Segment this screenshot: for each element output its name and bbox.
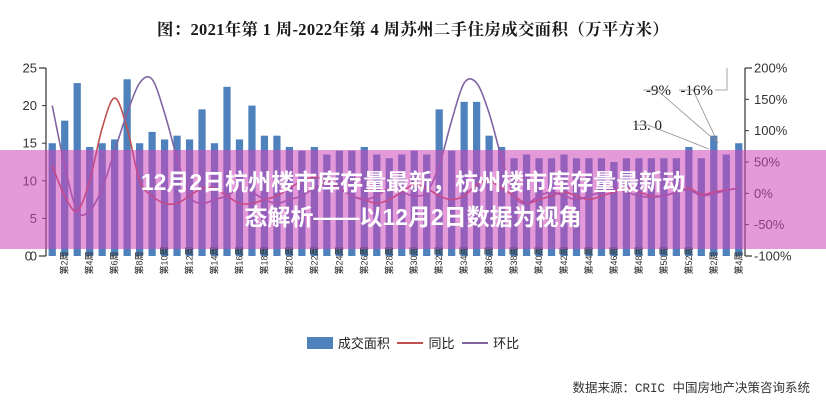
svg-text:0: 0 <box>25 249 32 264</box>
svg-text:第14周: 第14周 <box>209 246 220 274</box>
svg-text:第42周: 第42周 <box>558 246 569 274</box>
svg-text:第48周: 第48周 <box>633 246 644 274</box>
svg-text:20: 20 <box>23 98 37 113</box>
svg-text:第24周: 第24周 <box>333 246 344 274</box>
svg-text:第44周: 第44周 <box>583 246 594 274</box>
svg-text:25: 25 <box>23 61 37 76</box>
svg-text:第50周: 第50周 <box>658 246 669 274</box>
svg-text:第16周: 第16周 <box>233 246 244 274</box>
svg-text:第20周: 第20周 <box>283 246 294 274</box>
svg-text:第4周: 第4周 <box>733 251 744 274</box>
svg-text:第22周: 第22周 <box>308 246 319 274</box>
svg-text:第6周: 第6周 <box>109 251 120 274</box>
svg-text:200%: 200% <box>754 61 788 76</box>
svg-text:第18周: 第18周 <box>258 246 269 274</box>
svg-text:第12周: 第12周 <box>184 246 195 274</box>
svg-text:第46周: 第46周 <box>608 246 619 274</box>
svg-text:第32周: 第32周 <box>433 246 444 274</box>
svg-text:第34周: 第34周 <box>458 246 469 274</box>
svg-text:-100%: -100% <box>754 249 792 264</box>
svg-text:第26周: 第26周 <box>358 246 369 274</box>
svg-text:第30周: 第30周 <box>408 246 419 274</box>
svg-text:100%: 100% <box>754 123 788 138</box>
svg-text:13. 0: 13. 0 <box>632 118 662 134</box>
svg-text:第52周: 第52周 <box>683 246 694 274</box>
svg-text:第4周: 第4周 <box>84 251 95 274</box>
svg-text:第40周: 第40周 <box>533 246 544 274</box>
svg-text:第36周: 第36周 <box>483 246 494 274</box>
svg-text:-16%: -16% <box>681 83 714 99</box>
svg-text:第10周: 第10周 <box>159 246 170 274</box>
svg-text:15: 15 <box>23 136 37 151</box>
svg-text:第38周: 第38周 <box>508 246 519 274</box>
svg-text:第2周: 第2周 <box>708 251 719 274</box>
svg-text:150%: 150% <box>754 92 788 107</box>
svg-text:第28周: 第28周 <box>383 246 394 274</box>
svg-text:第2周: 第2周 <box>59 251 70 274</box>
svg-text:第8周: 第8周 <box>134 251 145 274</box>
